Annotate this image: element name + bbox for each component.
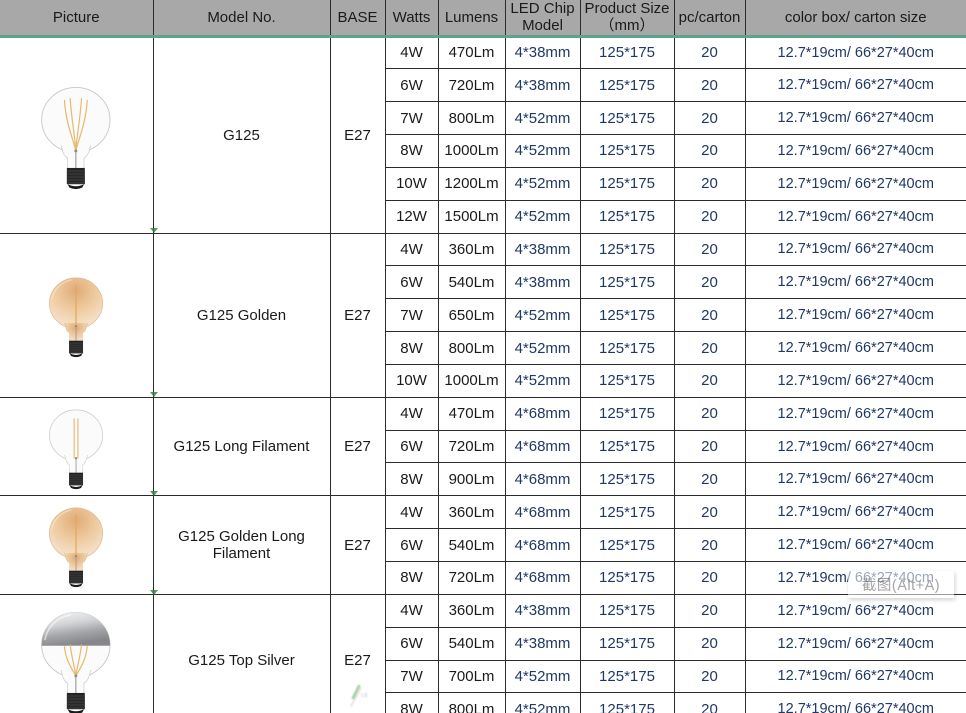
svg-text:LB: LB	[361, 693, 368, 699]
